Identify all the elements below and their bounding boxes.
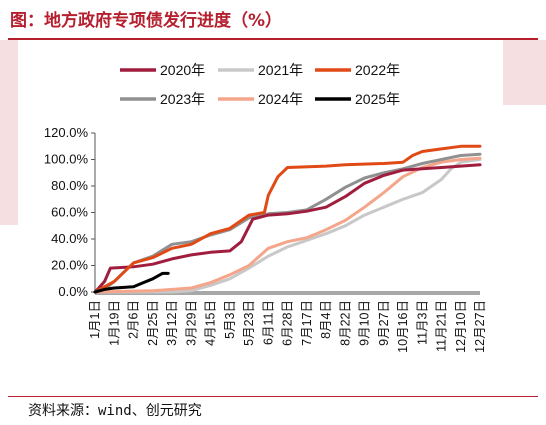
series-line-2023年 <box>93 152 482 294</box>
x-tick-label: 4月15日 <box>204 300 218 346</box>
y-tick-label: 120.0% <box>44 125 89 140</box>
chart-title: 图：地方政府专项债发行进度（%） <box>10 11 283 31</box>
legend-label: 2024年 <box>258 91 303 107</box>
series-lines <box>93 144 482 294</box>
series-line-2022年 <box>93 144 482 294</box>
x-tick-label: 9月27日 <box>377 300 391 346</box>
y-tick-label: 40.0% <box>51 231 88 246</box>
axes: 0.0% 20.0% 40.0% 60.0% 80.0% 100.0% 120.0% 1月1日… <box>44 125 487 353</box>
x-tick-label: 8月4日 <box>319 300 333 339</box>
x-tick-label: 6月28日 <box>281 300 295 346</box>
x-tick-label: 10月16日 <box>396 300 410 353</box>
y-tick-label: 0.0% <box>58 284 88 299</box>
x-tick-label: 7月17日 <box>300 300 314 346</box>
series-line-2025年 <box>93 271 170 294</box>
x-tick-label: 1月1日 <box>88 300 102 339</box>
series-line-2024年 <box>93 156 482 294</box>
title-divider <box>8 38 538 40</box>
series-line-2020年 <box>93 163 482 294</box>
y-tick-label: 80.0% <box>51 178 88 193</box>
x-tick-label: 3月29日 <box>184 300 198 346</box>
series-line-2021年 <box>93 158 482 294</box>
legend-label: 2021年 <box>258 62 303 78</box>
decorative-band-left <box>0 40 18 225</box>
legend-label: 2025年 <box>355 91 400 107</box>
x-tick-label: 9月10日 <box>358 300 372 346</box>
x-tick-label: 12月27日 <box>473 300 487 353</box>
x-tick-label: 11月21日 <box>435 300 449 352</box>
y-tick-label: 60.0% <box>51 205 88 220</box>
x-tick-label: 2月25日 <box>146 300 160 346</box>
x-tick-label: 3月12日 <box>165 300 179 346</box>
x-tick-label: 11月3日 <box>415 300 429 345</box>
source-note: 资料来源：wind、创元研究 <box>28 403 202 419</box>
x-tick-label: 12月10日 <box>454 300 468 353</box>
x-tick-label: 8月22日 <box>338 300 352 346</box>
legend-label: 2020年 <box>160 62 205 78</box>
x-tick-label: 6月11日 <box>261 300 275 345</box>
footer-divider <box>8 396 538 397</box>
x-tick-label: 2月6日 <box>127 300 141 339</box>
x-tick-label: 1月19日 <box>107 300 121 346</box>
legend: 2020年 2021年 2022年 2023年 2024年 2025年 <box>120 62 400 107</box>
legend-label: 2022年 <box>355 62 400 78</box>
x-tick-label: 5月23日 <box>242 300 256 346</box>
y-tick-label: 20.0% <box>51 258 88 273</box>
x-tick-label: 5月3日 <box>223 300 237 339</box>
y-tick-label: 100.0% <box>44 152 89 167</box>
decorative-band-right <box>503 40 546 105</box>
legend-label: 2023年 <box>160 91 205 107</box>
